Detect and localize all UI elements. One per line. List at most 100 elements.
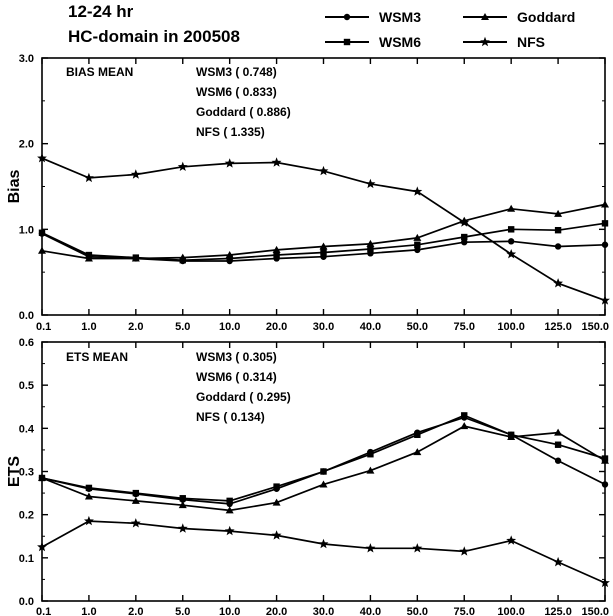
legend-marker-nfs (480, 36, 490, 47)
panel1-xtick-label: 40.0 (360, 321, 381, 333)
legend-marker-wsm3 (343, 13, 351, 21)
panel2-annotation-line: Goddard ( 0.295) (196, 390, 291, 404)
panel2-point-nfs (506, 535, 517, 545)
panel2-point-wsm6 (132, 489, 140, 497)
panel1-point-nfs (37, 153, 47, 163)
panel2-xtick-label: 10.0 (219, 606, 240, 616)
panel2-point-goddard (178, 501, 187, 509)
panel1-point-wsm6 (226, 255, 233, 262)
panel1-annotation-line: WSM3 ( 0.748) (196, 65, 277, 79)
panel2-ylabel: ETS (6, 456, 23, 487)
panel2-point-nfs (365, 543, 376, 553)
panel1-point-wsm6 (273, 251, 280, 259)
panel2-point-nfs (318, 538, 329, 549)
panel2-xtick-label: 50.0 (407, 606, 428, 616)
panel2-ytick-label: 0.3 (19, 467, 34, 479)
panel1-xtick-label: 20.0 (266, 321, 287, 333)
figure-title-line2: HC-domain in 200508 (68, 27, 240, 46)
panel1-point-goddard (554, 209, 563, 217)
panel2-xtick-label: 20.0 (266, 606, 287, 616)
panel1-point-goddard (319, 242, 328, 250)
panel1-point-wsm6 (554, 226, 562, 234)
panel1-point-nfs (412, 186, 423, 196)
panel2-point-wsm6 (85, 484, 93, 492)
panel2-point-goddard (413, 448, 422, 456)
panel1-point-nfs (553, 278, 563, 288)
panel2-point-nfs (130, 518, 141, 528)
panel2-point-goddard (272, 498, 281, 506)
panel1-point-goddard (507, 204, 516, 212)
panel1-xtick-label: 0.1 (36, 321, 51, 333)
panel2-xtick-label: 5.0 (175, 606, 190, 616)
panel1-point-nfs (84, 172, 94, 183)
panel2-series-line-wsm3 (41, 416, 606, 505)
panel1-point-goddard (601, 200, 609, 208)
panel2-xtick-label: 40.0 (360, 606, 381, 616)
panel2-point-goddard (319, 480, 328, 488)
panel1-point-goddard (84, 254, 93, 262)
panel1-point-goddard (413, 233, 422, 241)
panel2-point-wsm6 (320, 468, 327, 475)
panel2-annotation-line: WSM3 ( 0.305) (196, 350, 277, 364)
panel1-plot-frame (41, 57, 606, 316)
panel1-ytick-label: 2.0 (19, 139, 34, 151)
panel2-point-goddard (84, 492, 93, 500)
panel1-xtick-label: 10.0 (219, 321, 240, 333)
panel1-point-goddard (225, 251, 234, 259)
panel2-point-wsm3 (601, 481, 609, 488)
panel1-xtick-label: 5.0 (175, 321, 190, 333)
panel2-point-wsm6 (461, 412, 468, 419)
panel2-xtick-label: 100.0 (497, 606, 525, 616)
panel1-point-nfs (318, 165, 329, 176)
panel2-point-nfs (271, 530, 282, 540)
panel2-point-nfs (600, 577, 610, 588)
panel2-point-nfs (224, 525, 235, 536)
panel2-xtick-label: 2.0 (128, 606, 143, 616)
panel2-xtick-label: 75.0 (454, 606, 475, 616)
panel1-point-wsm6 (320, 249, 327, 256)
panel1-point-wsm6 (601, 220, 609, 227)
panel1-point-nfs (271, 157, 282, 167)
panel1-point-goddard (38, 246, 46, 254)
panel2-xtick-label: 125.0 (544, 606, 572, 616)
panel2-point-nfs (177, 523, 188, 533)
panel2-point-goddard (366, 466, 375, 474)
panel1-xtick-label: 125.0 (544, 321, 572, 333)
panel2-ytick-label: 0.6 (19, 337, 34, 349)
panel1-point-wsm6 (367, 245, 374, 253)
panel2-xtick-label: 0.1 (36, 606, 51, 616)
legend-marker-goddard (481, 13, 489, 20)
panel2-point-goddard (554, 428, 563, 436)
panel2-point-goddard (460, 422, 469, 430)
panel1-point-goddard (272, 245, 281, 253)
panel1-point-wsm3 (414, 246, 421, 254)
panel1-point-wsm6 (414, 241, 421, 248)
panel1-point-nfs (600, 295, 610, 305)
panel2-annotation-line: WSM6 ( 0.314) (196, 370, 277, 384)
figure-title-line1: 12-24 hr (68, 2, 134, 21)
panel1-annotation-line: WSM6 ( 0.833) (196, 85, 277, 99)
panel2-point-goddard (131, 496, 140, 504)
legend-label-wsm6: WSM6 (379, 34, 421, 50)
panel2-point-wsm3 (554, 457, 562, 464)
panel1-point-nfs (130, 169, 141, 179)
panel2-point-wsm6 (554, 441, 562, 448)
panel2-ytick-label: 0.0 (19, 596, 34, 608)
panel1-point-wsm6 (38, 229, 46, 236)
panel1-annotation-heading: BIAS MEAN (66, 65, 133, 79)
panel1-point-wsm6 (507, 226, 515, 233)
panel1-point-goddard (178, 253, 187, 261)
panel2-point-goddard (507, 432, 516, 440)
panel1-annotation-line: Goddard ( 0.886) (196, 105, 291, 119)
panel1-xtick-label: 30.0 (313, 321, 334, 333)
panel1-point-wsm3 (461, 238, 468, 246)
panel2-point-wsm6 (414, 431, 421, 439)
panel1-point-nfs (224, 158, 235, 168)
panel1-point-nfs (459, 217, 470, 227)
panel2-annotation-heading: ETS MEAN (66, 350, 128, 364)
panel2-series-line-wsm6 (41, 414, 606, 502)
panel1-ylabel: Bias (6, 170, 23, 204)
legend-marker-wsm6 (343, 38, 351, 46)
panel1-annotation-line: NFS ( 1.335) (196, 125, 265, 139)
panel1-xtick-label: 75.0 (454, 321, 475, 333)
